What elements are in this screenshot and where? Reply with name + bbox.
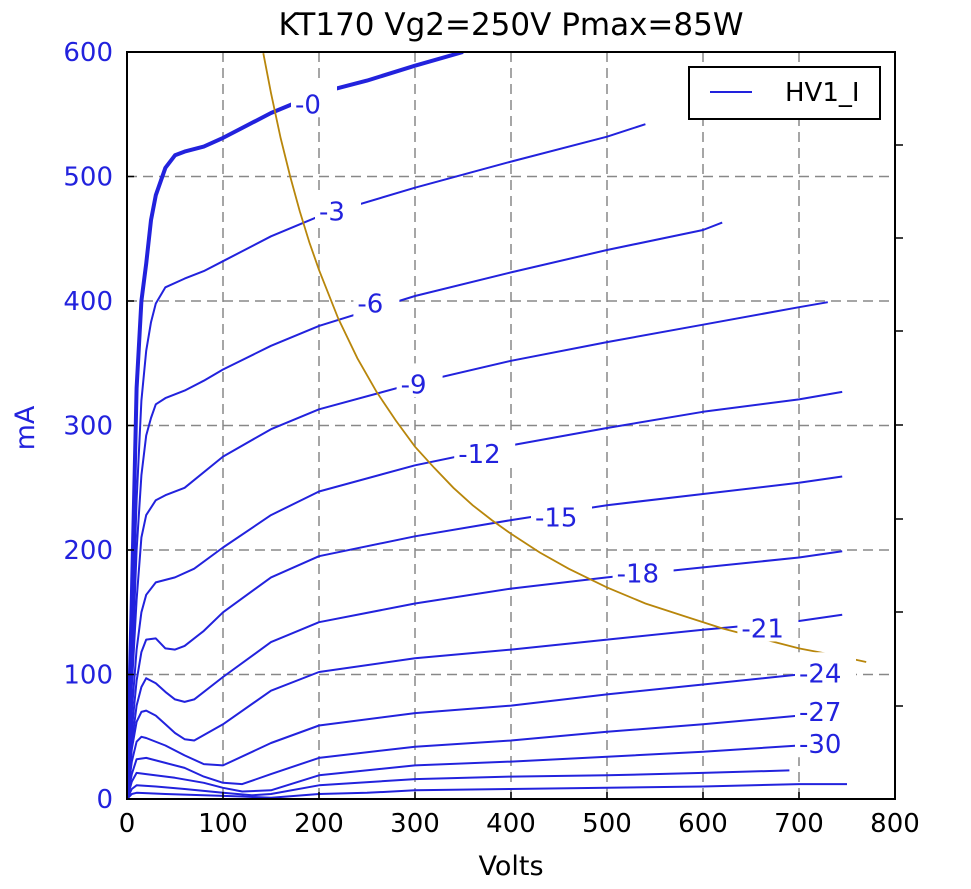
curve-label-gap [737,607,799,642]
y-axis-label: mA [10,405,41,450]
curve-label-9: -27 [799,698,841,728]
y-tick-label: 400 [63,287,113,317]
curve-label-6: -18 [617,560,659,590]
x-tick-label: 300 [390,809,440,839]
curve-label-gap [795,690,856,725]
y-tick-label: 600 [63,38,113,68]
chart-title: KT170 Vg2=250V Pmax=85W [279,7,744,43]
curve-label-gap [795,652,856,687]
plate-curve-1 [127,123,646,799]
curve-label-gap [291,83,337,118]
curve-label-gap [396,363,443,398]
curve-label-4: -12 [458,440,500,470]
x-tick-label: 100 [198,809,248,839]
curve-label-2: -6 [357,289,383,319]
plate-curve-6 [127,550,843,799]
curve-label-10: -30 [799,730,841,760]
y-tick-label: 500 [63,163,113,193]
plate-curve-4 [127,390,843,799]
plot-frame [126,51,896,800]
x-axis-label: Volts [478,851,543,882]
x-tick-label: 400 [486,809,536,839]
curve-label-1: -3 [319,197,345,227]
plate-curve-10 [127,743,819,799]
y-tick-label: 200 [63,536,113,566]
y-tick-label: 100 [63,661,113,691]
curve-labels: -0 -3 -6 -9 -12 -15 -18 -21 -24 -27-30 [291,83,856,760]
curve-label-8: -24 [799,659,841,689]
legend-entry-hv1-i: HV1_I [785,78,860,108]
curve-label-gap [315,190,361,225]
plate-curve-8 [127,671,819,799]
grid [127,52,895,799]
curve-label-gap [454,433,516,468]
y-tick-label: 300 [63,412,113,442]
y-tick-label: 0 [96,785,113,815]
curve-label-gap [795,723,856,758]
legend: HV1_I [688,66,881,120]
plate-curve-2 [127,221,723,799]
x-tick-label: 200 [294,809,344,839]
curve-label-gap [531,496,592,531]
plate-curve-7 [127,613,843,799]
curve-label-gap [612,552,674,587]
curve-label-0: -0 [295,90,321,120]
curve-label-3: -9 [401,370,427,400]
plate-curve-9 [127,710,819,799]
x-tick-label: 500 [582,809,632,839]
x-tick-label: 700 [774,809,824,839]
x-tick-label: 600 [678,809,728,839]
plate-curve-11 [127,769,790,799]
plate-curve-5 [127,475,843,799]
pmax-curve [262,53,867,663]
x-tick-label: 0 [119,809,136,839]
curve-label-7: -21 [741,614,783,644]
curve-label-5: -15 [535,504,577,534]
plate-curve-3 [127,301,828,799]
axes: 0 100 200 300 400 500 600 700 800 0 100 200 300 400 50… [63,38,919,839]
x-tick-label: 800 [870,809,920,839]
curve-label-gap [353,282,400,317]
